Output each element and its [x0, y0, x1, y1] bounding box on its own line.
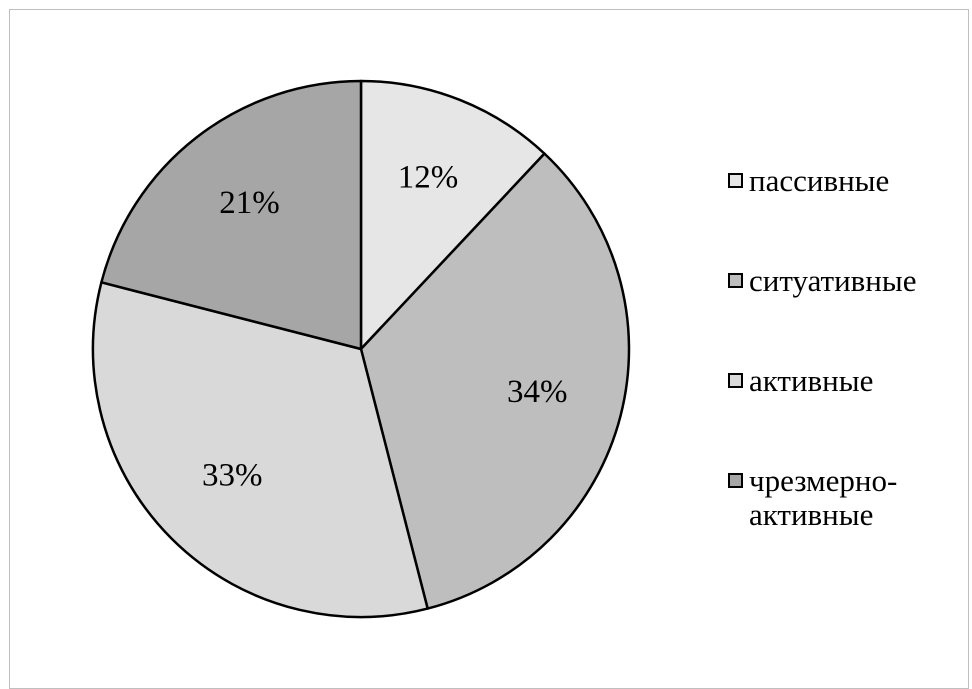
slice-label-3: 21% — [219, 185, 280, 221]
pie-slice-3 — [100, 79, 363, 351]
legend-swatch-situational — [728, 273, 743, 288]
pie-slice-2 — [91, 281, 429, 619]
legend-swatch-passive — [728, 173, 743, 188]
legend-swatch-active — [728, 373, 743, 388]
legend-swatch-overactive — [728, 473, 743, 488]
pie-slices — [91, 79, 631, 619]
legend-item-active: активные — [728, 364, 959, 398]
legend-label-passive: пассивные — [749, 163, 890, 198]
pie-slice-1 — [359, 152, 631, 610]
legend-item-situational: ситуативные — [728, 264, 959, 298]
slice-label-1: 34% — [507, 374, 568, 410]
pie-labels: 12% 34% 33% 21% — [202, 159, 567, 493]
slice-label-2: 33% — [202, 457, 263, 493]
legend-item-passive: пассивные — [728, 164, 959, 198]
slice-label-0: 12% — [398, 159, 459, 195]
legend-item-overactive: чрезмерно-активные — [728, 464, 959, 532]
legend-label-overactive: чрезмерно-активные — [749, 463, 898, 532]
pie-slice-0 — [359, 79, 546, 351]
legend-label-situational: ситуативные — [749, 263, 917, 298]
legend-label-active: активные — [749, 363, 874, 398]
